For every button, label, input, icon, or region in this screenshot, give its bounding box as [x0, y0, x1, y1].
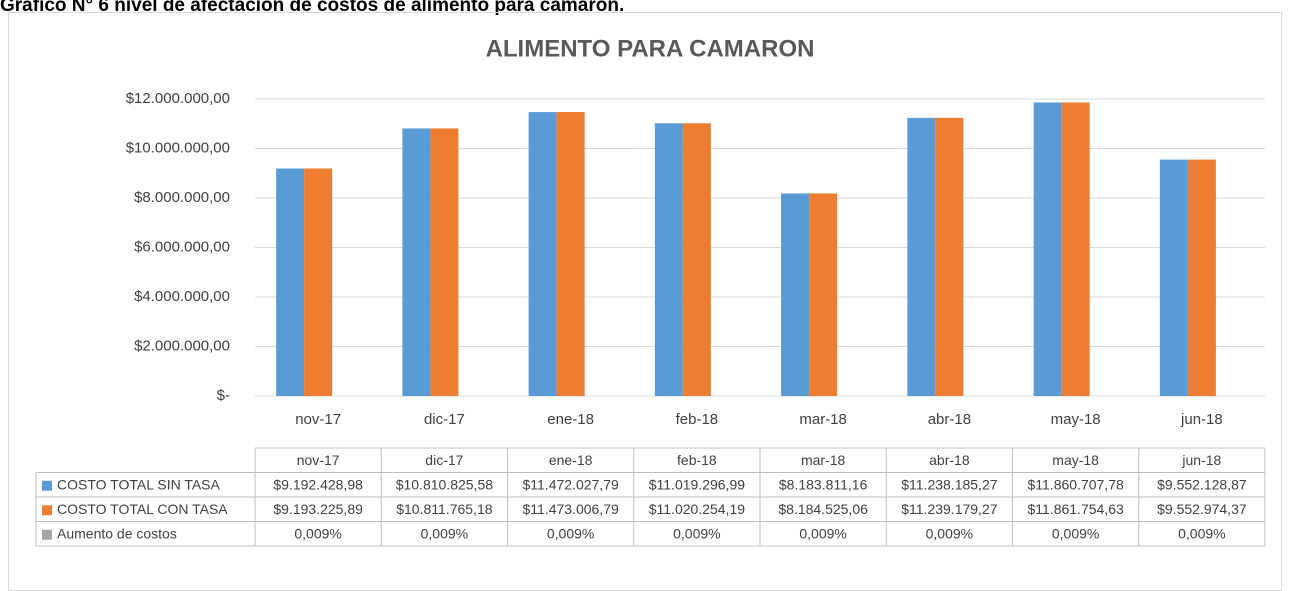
- table-cell: $11.019.296,99: [649, 476, 745, 492]
- legend-label: Aumento de costos: [57, 525, 177, 541]
- legend-label: COSTO TOTAL SIN TASA: [57, 476, 221, 492]
- table-cell: $8.183.811,16: [779, 476, 868, 492]
- table-header: mar-18: [801, 452, 846, 468]
- y-tick-label: $12.000.000,00: [126, 90, 230, 107]
- bar: [430, 128, 459, 396]
- chart-title: ALIMENTO PARA CAMARON: [486, 35, 815, 62]
- table-header: abr-18: [929, 452, 970, 468]
- y-tick-label: $6.000.000,00: [134, 238, 230, 255]
- table-cell: 0,009%: [421, 525, 468, 541]
- y-tick-label: $10.000.000,00: [126, 139, 230, 156]
- table-cell: $9.192.428,98: [273, 476, 363, 492]
- bar: [1159, 159, 1188, 396]
- table-cell: $11.860.707,78: [1027, 476, 1123, 492]
- table-cell: $10.810.825,58: [396, 476, 494, 492]
- x-tick-label: mar-18: [799, 411, 847, 428]
- bar: [1187, 159, 1216, 396]
- table-cell: 0,009%: [673, 525, 720, 541]
- legend-swatch: [42, 480, 52, 491]
- table-cell: $9.193.225,89: [273, 501, 363, 517]
- table-cell: $11.473.006,79: [522, 501, 618, 517]
- x-tick-label: ene-18: [547, 411, 594, 428]
- bar: [304, 168, 333, 396]
- x-tick-label: abr-18: [928, 411, 971, 428]
- table-cell: $8.184.525,06: [778, 501, 868, 517]
- legend-label: COSTO TOTAL CON TASA: [57, 501, 228, 517]
- legend-swatch: [42, 529, 52, 540]
- table-cell: $11.239.179,27: [901, 501, 997, 517]
- table-header: feb-18: [677, 452, 717, 468]
- bar: [528, 112, 557, 396]
- bar: [556, 112, 585, 396]
- table-cell: 0,009%: [926, 525, 973, 541]
- legend-swatch: [42, 505, 52, 516]
- caption: Gráfico N° 6 nivel de afectación de cost…: [0, 0, 624, 16]
- table-header: ene-18: [549, 452, 593, 468]
- y-tick-label: $-: [217, 387, 230, 404]
- y-tick-label: $2.000.000,00: [134, 337, 230, 354]
- table-cell: $11.861.754,63: [1027, 501, 1123, 517]
- x-tick-label: jun-18: [1180, 411, 1223, 428]
- bar: [1033, 102, 1062, 396]
- table-header: dic-17: [425, 452, 463, 468]
- table-header: may-18: [1052, 452, 1099, 468]
- table-cell: 0,009%: [294, 525, 341, 541]
- x-tick-label: may-18: [1051, 411, 1101, 428]
- table-header: jun-18: [1181, 452, 1221, 468]
- table-cell: 0,009%: [547, 525, 594, 541]
- table-cell: $10.811.765,18: [396, 501, 492, 517]
- bar: [402, 128, 431, 396]
- table-cell: 0,009%: [1178, 525, 1225, 541]
- table-cell: $11.020.254,19: [649, 501, 745, 517]
- table-cell: $11.238.185,27: [901, 476, 997, 492]
- bar: [907, 117, 936, 396]
- bar: [1061, 102, 1090, 396]
- table-cell: 0,009%: [799, 525, 846, 541]
- bar: [276, 168, 305, 396]
- x-tick-label: dic-17: [424, 411, 465, 428]
- bar: [809, 193, 838, 396]
- x-tick-label: feb-18: [676, 411, 719, 428]
- y-tick-label: $8.000.000,00: [134, 189, 230, 206]
- table-cell: 0,009%: [1052, 525, 1099, 541]
- x-tick-label: nov-17: [295, 411, 341, 428]
- bar: [781, 193, 810, 396]
- table-header: nov-17: [297, 452, 340, 468]
- bar: [935, 117, 964, 396]
- bar: [682, 123, 711, 396]
- table-cell: $11.472.027,79: [522, 476, 618, 492]
- bar: [654, 123, 683, 396]
- table-cell: $9.552.974,37: [1157, 501, 1247, 517]
- y-tick-label: $4.000.000,00: [134, 288, 230, 305]
- table-cell: $9.552.128,87: [1157, 476, 1247, 492]
